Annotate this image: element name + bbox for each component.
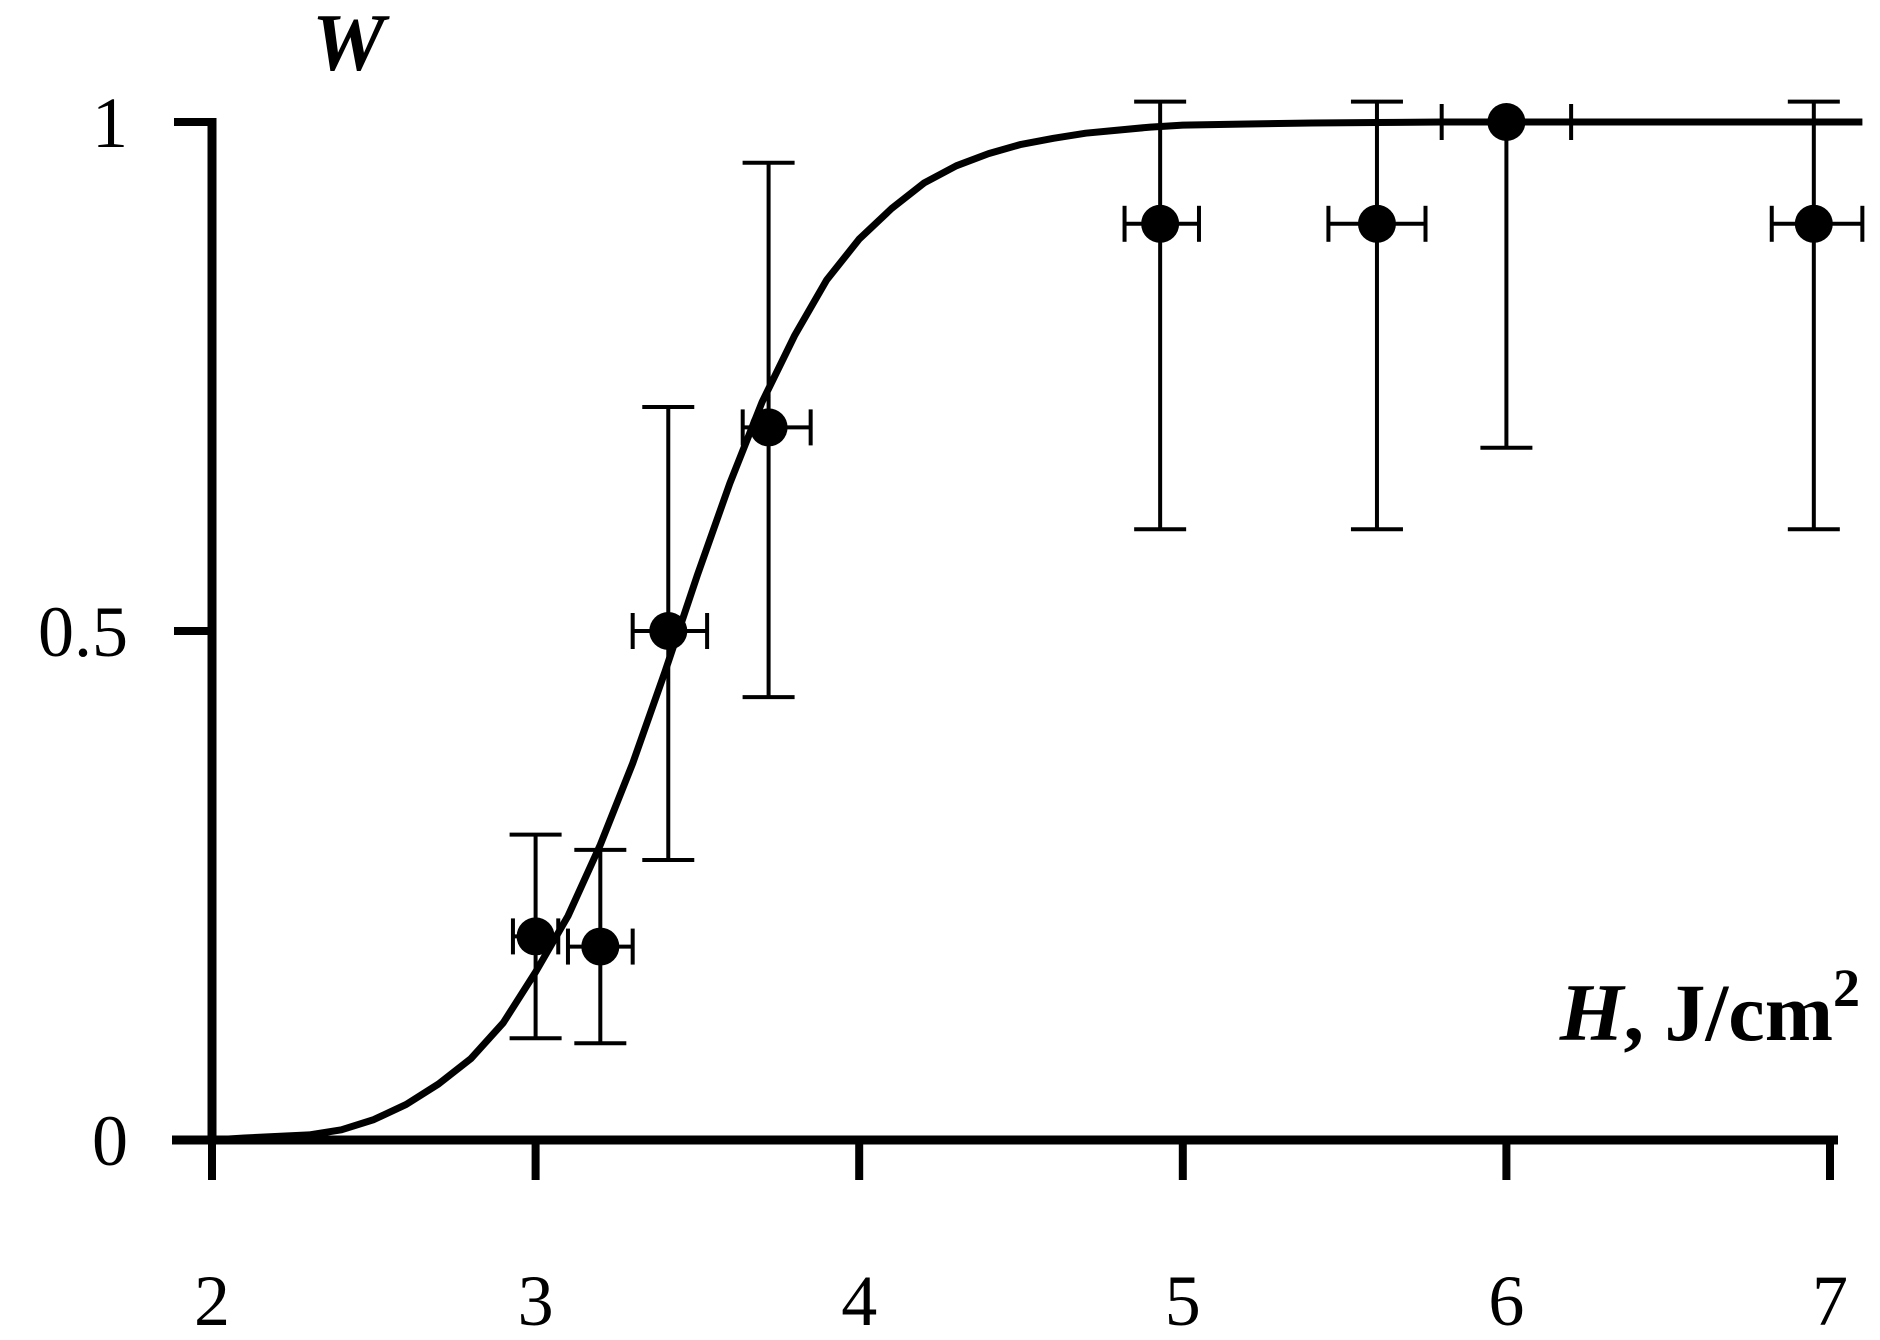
data-point xyxy=(581,927,620,966)
data-point-group xyxy=(1326,99,1428,532)
data-point-group xyxy=(1122,99,1201,532)
data-point-group xyxy=(630,405,710,863)
tick-labels-layer: 2 3 4 5 6 7 0 0.5 1 xyxy=(38,83,1848,1340)
data-point xyxy=(649,612,688,650)
x-axis-title-unit: , J/cm xyxy=(1624,967,1833,1058)
data-points-layer xyxy=(509,99,1865,1046)
data-point xyxy=(1487,103,1526,141)
axes xyxy=(172,118,1838,1180)
x-tick-label: 6 xyxy=(1488,1261,1524,1340)
data-point xyxy=(1141,204,1180,243)
data-point xyxy=(749,408,788,447)
x-tick-label: 3 xyxy=(518,1261,554,1340)
data-point xyxy=(516,917,555,956)
data-point-group xyxy=(1769,99,1865,532)
data-point-group xyxy=(1439,103,1574,450)
y-axis-title: W xyxy=(312,0,390,88)
x-tick-label: 2 xyxy=(194,1261,230,1340)
data-point-group xyxy=(565,847,635,1046)
fit-curve-layer xyxy=(211,118,1863,1144)
data-point-group xyxy=(740,160,813,700)
data-point-group xyxy=(509,832,562,1041)
fit-curve xyxy=(211,118,1863,1144)
x-tick-label: 7 xyxy=(1812,1261,1848,1340)
y-tick-label: 0 xyxy=(92,1101,128,1181)
data-point xyxy=(1357,204,1396,243)
data-point xyxy=(1794,204,1833,243)
x-tick-label: 4 xyxy=(841,1261,877,1340)
x-tick-label: 5 xyxy=(1165,1261,1201,1340)
x-axis-title: H, J/cm2 xyxy=(1559,958,1860,1058)
x-axis-title-symbol: H xyxy=(1559,967,1626,1058)
x-axis-title-unit-exponent: 2 xyxy=(1833,958,1860,1018)
y-tick-label: 0.5 xyxy=(38,592,128,672)
y-tick-label: 1 xyxy=(92,83,128,163)
